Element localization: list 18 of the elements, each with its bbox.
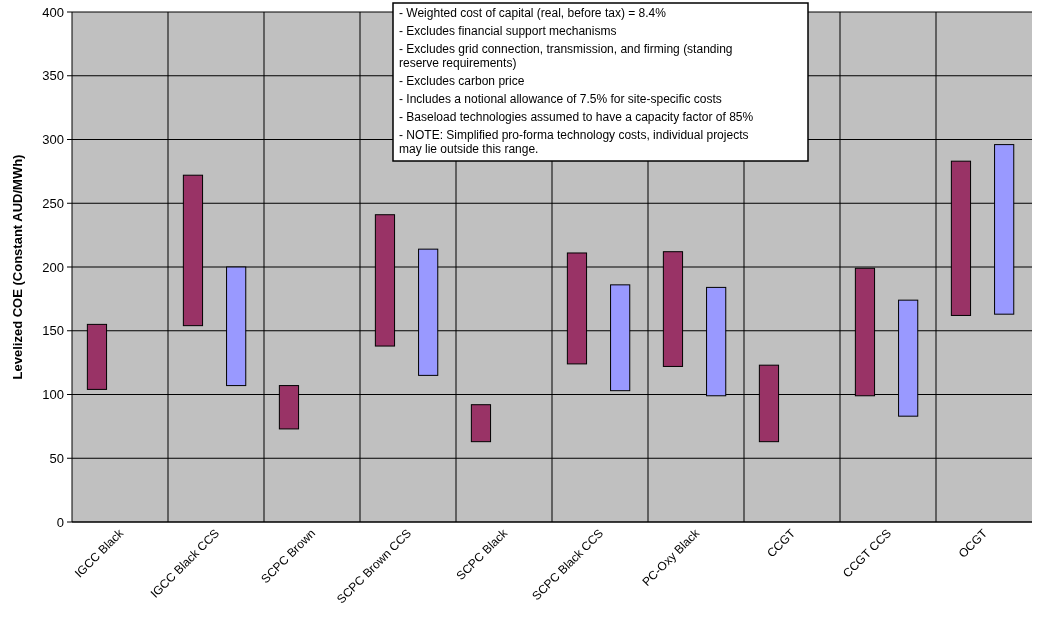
annotation: - NOTE: Simplified pro-forma technology costs, individual projects may lie outside this range.: [399, 128, 749, 156]
annotation: - Excludes financial support mechanisms: [399, 24, 617, 38]
y-tick-label: 400: [42, 4, 64, 20]
y-tick-label: 250: [42, 195, 64, 211]
y-tick-label: 150: [42, 323, 64, 339]
annotation: - Baseload technologies assumed to have a capacity factor of 85%: [399, 110, 754, 124]
y-tick-label: 200: [42, 259, 64, 275]
y-tick-label: 100: [42, 387, 64, 403]
y-tick-label: 50: [49, 450, 64, 466]
y-axis-title: Levelized COE (Constant AUD/MWh): [10, 154, 25, 380]
y-tick-label: 300: [42, 132, 64, 148]
y-tick-label: 0: [56, 514, 64, 530]
bar: [470, 404, 492, 443]
annotation: - Excludes grid connection, transmission, and firming (standing reserve requirements): [399, 42, 733, 70]
annotation: - Includes a notional allowance of 7.5% for site-specific costs: [399, 92, 722, 106]
y-tick-label: 350: [42, 68, 64, 84]
annotation: - Excludes carbon price: [399, 74, 525, 88]
annotation: - Weighted cost of capital (real, before tax) = 8.4%: [399, 6, 667, 20]
